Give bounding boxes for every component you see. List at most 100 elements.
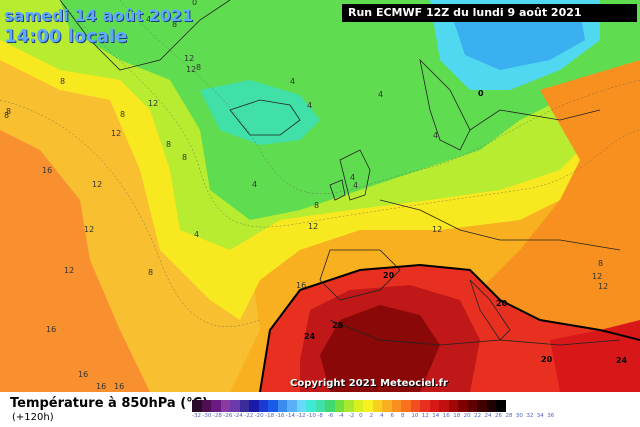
isotherm-20-bold [259, 263, 640, 392]
contour-label: 0 [478, 89, 484, 98]
contour-label: 8 [182, 153, 187, 162]
isotherm-4 [119, 0, 640, 195]
contour-label: 16 [96, 382, 106, 391]
contour-label: 4 [378, 90, 383, 99]
isotherm-12 [0, 99, 261, 327]
colorbar-swatch [249, 400, 259, 412]
colorbar-tick-label: 18 [453, 413, 461, 419]
colorbar-swatch [334, 400, 344, 412]
colorbar-tick-label: -30 [202, 413, 212, 419]
colorbar-swatch [429, 400, 439, 412]
colorbar-tick-label: -26 [223, 413, 233, 419]
contour-label: 12 [598, 282, 608, 291]
coastlines [59, 0, 621, 346]
colorbar-swatch [258, 400, 268, 412]
temperature-zone-red-east [550, 320, 640, 392]
colorbar-tick-label: -14 [286, 413, 296, 419]
forecast-time: 14:00 locale [4, 26, 128, 47]
colorbar-tick-label: 24 [484, 413, 492, 419]
colorbar-swatch [353, 400, 363, 412]
colorbar-tick-label: 28 [505, 413, 513, 419]
contour-label: 12 [592, 272, 602, 281]
colorbar-tick-label: -24 [233, 413, 243, 419]
colorbar-swatch [277, 400, 287, 412]
colorbar-tick-label: 4 [380, 413, 384, 419]
baltic-coast [469, 109, 601, 131]
legend-title: Température à 850hPa (°C) [10, 396, 209, 411]
contour-label: 8 [120, 110, 125, 119]
colorbar-tick-label: -16 [275, 413, 285, 419]
colorbar-swatch [448, 400, 458, 412]
colorbar-tick-label: 16 [442, 413, 450, 419]
colorbar-tick-label: 0 [359, 413, 363, 419]
colorbar-swatch [486, 400, 496, 412]
contour-label: 8 [4, 111, 9, 120]
colorbar-swatch [458, 400, 468, 412]
colorbar-tick-label: 26 [494, 413, 502, 419]
colorbar-tick-label: -6 [327, 413, 334, 419]
colorbar-swatch [391, 400, 401, 412]
colorbar-tick-label: -2 [348, 413, 355, 419]
isotherms [0, 0, 640, 327]
copyright-notice: Copyright 2021 Meteociel.fr [290, 378, 448, 389]
contour-label: 4 [350, 173, 355, 182]
colorbar-swatch [296, 400, 306, 412]
colorbar-swatch [306, 400, 316, 412]
contour-label: 8 [196, 63, 201, 72]
map-canvas: 8 12 12 8 4 0 8 12 12 8 4 4 8 16 12 8 4 … [0, 0, 640, 392]
model-run-info: Run ECMWF 12Z du lundi 9 août 2021 [342, 4, 637, 22]
africa-coast [329, 319, 621, 346]
colorbar-tick-label: 12 [421, 413, 429, 419]
colorbar-swatch [211, 400, 221, 412]
colorbar-swatch [496, 400, 506, 412]
contour-label: 12 [186, 65, 196, 74]
contour-label: 4 [290, 77, 295, 86]
contour-label: 8 [314, 201, 319, 210]
colorbar-tick-label: 32 [526, 413, 534, 419]
contour-label: 20 [541, 355, 553, 364]
ireland-coast [329, 179, 346, 201]
contour-label: 24 [616, 356, 628, 365]
colorbar-tick-label: -4 [338, 413, 344, 419]
temperature-zone-hotcore [320, 305, 440, 392]
colorbar-swatch [239, 400, 249, 412]
scandinavia-coast [419, 58, 471, 151]
colorbar-swatch [439, 400, 449, 412]
colorbar-tick-label: 22 [474, 413, 482, 419]
colorbar-tick-label: 30 [515, 413, 523, 419]
contour-label: 16 [42, 166, 52, 175]
colorbar-swatch [287, 400, 297, 412]
contour-label: 12 [111, 129, 121, 138]
temperature-zone-teal [200, 80, 320, 145]
colorbar-tick-label: -10 [306, 413, 316, 419]
colorbar-swatch [477, 400, 487, 412]
contour-label: 0 [192, 0, 197, 7]
contour-label: 4 [194, 230, 199, 239]
colorbar-swatch [230, 400, 240, 412]
colorbar-tick-label: 2 [369, 413, 374, 419]
italy-coast [469, 279, 511, 341]
colorbar-swatch [192, 400, 202, 412]
greenland-coast [59, 0, 231, 71]
colorbar-tick-label: -32 [192, 413, 201, 419]
temperature-map: 8 12 12 8 4 0 8 12 12 8 4 4 8 16 12 8 4 … [0, 0, 640, 392]
contour-label: 8 [172, 20, 177, 29]
forecast-date: samedi 14 août 2021 [4, 6, 194, 25]
contour-labels: 8 12 12 8 4 0 8 12 12 8 4 4 8 16 12 8 4 … [4, 0, 628, 391]
contour-label: 8 [6, 107, 11, 116]
temperature-zone-southwest [0, 130, 150, 392]
contour-label: 16 [296, 281, 306, 290]
contour-label: 4 [353, 181, 358, 190]
contour-label: 4 [433, 131, 438, 140]
colorbar-swatch [268, 400, 278, 412]
contour-label: 24 [304, 332, 316, 341]
isotherm-8 [59, 0, 640, 228]
contour-label: 8 [148, 268, 153, 277]
iceland-coast [229, 99, 301, 136]
colorbar-tick-label: -22 [244, 413, 254, 419]
colorbar-tick-label: 14 [432, 413, 440, 419]
colorbar-tick-label: -20 [254, 413, 264, 419]
contour-label: 12 [432, 225, 442, 234]
continent-coast [379, 199, 621, 251]
contour-label: 4 [252, 180, 257, 189]
